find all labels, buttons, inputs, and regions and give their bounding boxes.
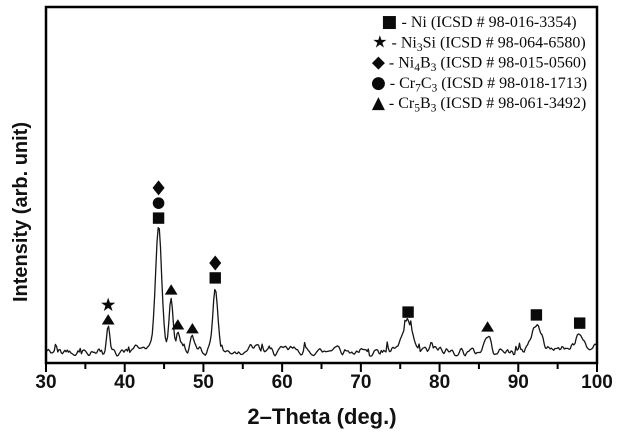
- square-marker-Ni: [402, 306, 414, 318]
- triangle-marker-Cr5B3: [171, 319, 185, 330]
- x-tick-label: 50: [193, 372, 214, 393]
- phase-markers-group: [101, 180, 586, 334]
- diamond-marker-Ni4B3: [209, 255, 222, 271]
- square-legend-icon: ■: [381, 12, 397, 32]
- x-axis-ticks: [45, 364, 598, 372]
- triangle-legend-icon: ▲: [372, 93, 386, 113]
- x-tick-label: 70: [350, 372, 371, 393]
- diffraction-trace-group: [45, 227, 598, 357]
- diffraction-trace: [45, 227, 598, 357]
- star-marker-Ni3Si: [101, 297, 116, 311]
- square-marker-Ni: [573, 317, 586, 329]
- square-marker-Ni: [209, 272, 221, 284]
- square-marker-Ni: [152, 212, 165, 224]
- triangle-marker-Cr5B3: [186, 323, 199, 334]
- diamond-legend-icon: ◆: [372, 53, 386, 73]
- circle-legend-icon: ●: [371, 73, 386, 93]
- x-tick-label: 80: [429, 372, 450, 393]
- triangle-marker-Cr5B3: [481, 321, 494, 332]
- diamond-marker-Ni4B3: [152, 180, 165, 196]
- x-tick-label: 90: [508, 372, 529, 393]
- legend-item-square: ■ - Ni (ICSD # 98-016-3354): [381, 12, 576, 32]
- plot-frame: [44, 5, 599, 365]
- x-axis-tick-labels: 30 40 50 60 70 80 90 100: [35, 372, 612, 393]
- x-tick-label: 40: [114, 372, 135, 393]
- circle-marker-Cr7C3: [152, 197, 165, 209]
- star-legend-icon: ★: [372, 32, 387, 52]
- legend: ■ - Ni (ICSD # 98-016-3354)★ - Ni3​Si (I…: [371, 12, 587, 115]
- legend-item-star: ★ - Ni3​Si (ICSD # 98-064-6580): [372, 32, 585, 54]
- legend-item-circle: ● - Cr7​C3​ (ICSD # 98-018-1713): [371, 73, 587, 95]
- x-tick-label: 100: [581, 372, 613, 393]
- triangle-marker-Cr5B3: [101, 314, 115, 325]
- x-axis-title: 2–Theta (deg.): [247, 404, 396, 429]
- square-marker-Ni: [530, 309, 543, 321]
- legend-item-diamond: ◆ - Ni4​B3​ (ICSD # 98-015-0560): [372, 53, 586, 75]
- triangle-marker-Cr5B3: [164, 284, 178, 295]
- x-tick-label: 30: [35, 372, 56, 393]
- x-tick-label: 60: [272, 372, 293, 393]
- legend-item-triangle: ▲ - Cr5​B3​ (ICSD # 98-061-3492): [372, 93, 586, 115]
- y-axis-title: Intensity (arb. unit): [10, 122, 32, 302]
